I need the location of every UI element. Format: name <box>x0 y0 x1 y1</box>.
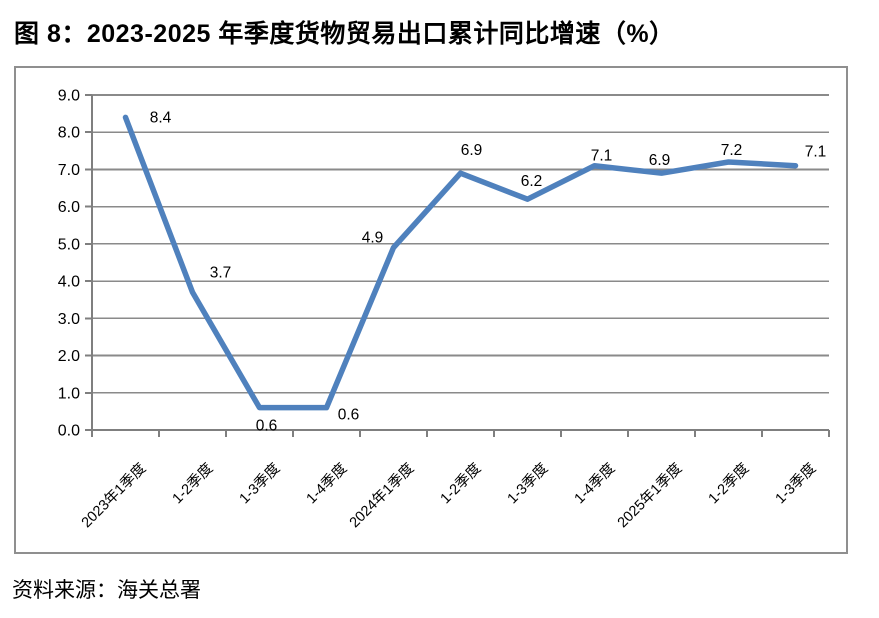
y-axis-labels: 9.0 8.0 7.0 6.0 5.0 4.0 3.0 2.0 1.0 0.0 <box>58 88 92 440</box>
data-label: 7.2 <box>721 142 743 159</box>
y-tick-label: 2.0 <box>58 348 80 365</box>
x-tick-label: 1-4季度 <box>303 460 350 507</box>
line-chart: 9.0 8.0 7.0 6.0 5.0 4.0 3.0 2.0 1.0 0.0 2023年1季度 1-… <box>58 88 830 531</box>
y-tick-label: 6.0 <box>58 199 80 216</box>
data-label: 6.2 <box>521 173 543 190</box>
series-line <box>122 114 799 411</box>
x-tick-label: 1-2季度 <box>437 460 484 507</box>
data-label: 6.9 <box>461 142 483 159</box>
data-label: 7.1 <box>805 144 827 161</box>
x-tick-label: 2023年1季度 <box>78 460 149 531</box>
data-labels: 8.4 3.7 0.6 0.6 4.9 6.9 6.2 7.1 6.9 7.2 7.1 <box>150 109 827 434</box>
x-tick-label: 1-3季度 <box>504 460 551 507</box>
data-label: 0.6 <box>338 407 360 424</box>
y-tick-label: 1.0 <box>58 385 80 402</box>
y-tick-label: 9.0 <box>58 88 80 105</box>
y-tick-label: 8.0 <box>58 125 80 142</box>
gridlines <box>92 94 829 394</box>
x-tick-label: 1-2季度 <box>169 460 216 507</box>
data-label: 7.1 <box>591 148 613 165</box>
data-label: 0.6 <box>256 418 278 435</box>
x-tick-label: 2024年1季度 <box>346 460 417 531</box>
y-tick-label: 4.0 <box>58 274 80 291</box>
y-tick-label: 0.0 <box>58 423 80 440</box>
x-tick-label: 1-4季度 <box>571 460 618 507</box>
data-label: 4.9 <box>362 230 384 247</box>
x-tick-label: 1-3季度 <box>772 460 819 507</box>
source-note: 资料来源：海关总署 <box>12 579 201 602</box>
data-label: 6.9 <box>649 152 671 169</box>
y-tick-label: 5.0 <box>58 236 80 253</box>
x-tick-label: 1-3季度 <box>236 460 283 507</box>
x-tick-label: 1-2季度 <box>705 460 752 507</box>
x-axis-ticks <box>91 430 830 437</box>
data-label: 3.7 <box>210 264 232 281</box>
chart-container: 9.0 8.0 7.0 6.0 5.0 4.0 3.0 2.0 1.0 0.0 2023年1季度 1-… <box>14 66 848 554</box>
data-label: 8.4 <box>150 109 172 126</box>
x-tick-label: 2025年1季度 <box>614 460 685 531</box>
figure-title: 图 8：2023-2025 年季度货物贸易出口累计同比增速（%） <box>14 20 675 48</box>
y-tick-label: 3.0 <box>58 311 80 328</box>
y-tick-label: 7.0 <box>58 162 80 179</box>
